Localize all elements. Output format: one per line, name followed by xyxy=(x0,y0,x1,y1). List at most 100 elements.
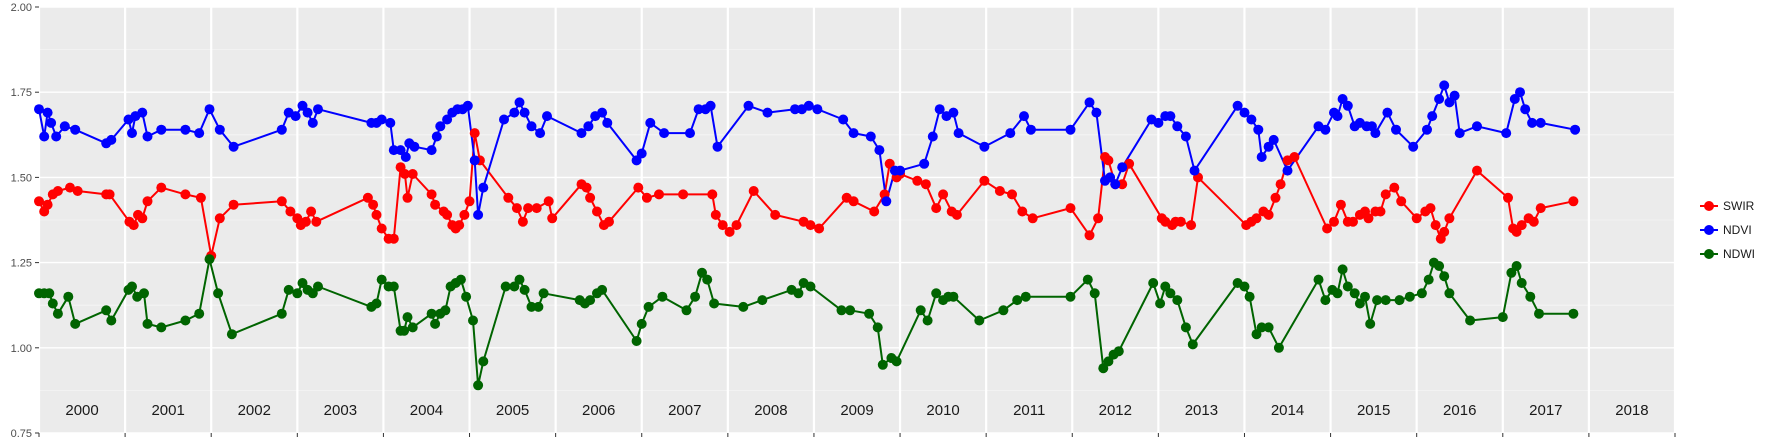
data-point-ndvi xyxy=(685,128,695,139)
data-point-swir xyxy=(388,233,399,244)
data-point-ndvi xyxy=(1439,80,1450,91)
data-point-ndvi xyxy=(576,128,587,139)
data-point-ndwi xyxy=(276,308,287,319)
data-point-ndwi xyxy=(526,301,537,312)
data-point-ndwi xyxy=(1020,291,1031,302)
data-point-ndwi xyxy=(1360,291,1370,302)
legend-label-ndvi: NDVI xyxy=(1723,223,1752,237)
data-point-ndwi xyxy=(213,288,224,299)
data-point-swir xyxy=(1375,206,1386,217)
data-point-ndwi xyxy=(948,291,959,302)
data-point-ndvi xyxy=(645,117,656,128)
data-point-ndvi xyxy=(535,128,546,139)
year-label: 2015 xyxy=(1357,402,1390,419)
data-point-ndvi xyxy=(1370,128,1381,139)
data-point-swir xyxy=(34,196,44,207)
data-point-ndwi xyxy=(461,291,472,302)
data-point-ndwi xyxy=(468,315,478,326)
data-point-ndwi xyxy=(376,274,387,285)
y-tick-label: 2.00 xyxy=(11,2,32,14)
data-point-ndwi xyxy=(388,281,399,292)
data-point-ndwi xyxy=(139,288,149,299)
data-point-ndwi xyxy=(180,315,191,326)
data-point-swir xyxy=(1084,230,1095,241)
data-point-ndwi xyxy=(194,308,205,319)
legend: SWIR NDVI NDWI xyxy=(1700,199,1755,261)
data-point-ndwi xyxy=(1180,322,1191,333)
data-point-ndwi xyxy=(1187,339,1198,350)
year-label: 2014 xyxy=(1271,402,1304,419)
data-point-ndwi xyxy=(509,281,520,292)
data-point-ndvi xyxy=(838,114,849,125)
data-point-swir xyxy=(920,179,931,190)
data-point-ndwi xyxy=(1534,308,1544,319)
data-point-swir xyxy=(770,209,781,220)
data-point-ndvi xyxy=(431,131,442,142)
data-point-swir xyxy=(65,182,75,193)
data-point-ndvi xyxy=(1263,141,1274,152)
data-point-ndwi xyxy=(478,356,489,367)
data-point-ndvi xyxy=(51,131,62,142)
data-point-swir xyxy=(707,189,718,200)
data-point-ndwi xyxy=(922,315,933,326)
data-point-ndwi xyxy=(399,325,410,336)
data-point-ndwi xyxy=(643,301,654,312)
data-point-swir xyxy=(654,189,664,200)
legend-label-swir: SWIR xyxy=(1723,199,1755,213)
data-point-ndvi xyxy=(1065,124,1076,135)
data-point-swir xyxy=(585,192,596,203)
data-point-swir xyxy=(104,189,115,200)
data-point-swir xyxy=(454,220,465,231)
data-point-ndvi xyxy=(895,165,906,176)
data-point-ndwi xyxy=(283,284,294,295)
data-point-ndvi xyxy=(1427,111,1438,122)
data-point-swir xyxy=(306,206,317,217)
data-point-ndwi xyxy=(407,322,418,333)
data-point-swir xyxy=(1270,192,1281,203)
data-point-ndvi xyxy=(1172,121,1183,132)
data-point-ndwi xyxy=(805,281,816,292)
data-point-swir xyxy=(951,209,962,220)
data-point-swir xyxy=(1439,226,1450,237)
data-point-ndvi xyxy=(204,104,215,115)
data-point-ndwi xyxy=(1239,281,1250,292)
data-point-ndvi xyxy=(1570,124,1581,135)
data-point-swir xyxy=(1472,165,1482,176)
data-point-swir xyxy=(1027,213,1038,224)
data-point-ndwi xyxy=(1434,261,1445,271)
data-point-ndwi xyxy=(1423,274,1434,285)
data-point-ndwi xyxy=(1098,363,1109,374)
data-point-swir xyxy=(814,223,825,234)
data-point-swir xyxy=(156,182,167,193)
data-point-swir xyxy=(748,186,759,196)
data-point-swir xyxy=(523,203,534,214)
data-point-ndvi xyxy=(1527,117,1538,128)
data-point-swir xyxy=(931,203,942,214)
data-point-ndwi xyxy=(1444,288,1455,299)
data-point-ndwi xyxy=(52,308,63,319)
data-point-ndvi xyxy=(426,145,437,156)
year-label: 2012 xyxy=(1099,402,1132,419)
data-point-swir xyxy=(1175,216,1186,227)
data-point-ndwi xyxy=(1082,274,1093,285)
data-point-ndvi xyxy=(1509,94,1520,104)
data-point-ndvi xyxy=(514,97,525,108)
data-point-ndwi xyxy=(1404,291,1415,302)
data-point-swir xyxy=(1117,179,1128,190)
data-point-ndwi xyxy=(292,288,303,299)
data-point-ndvi xyxy=(106,134,117,145)
data-point-ndvi xyxy=(1382,107,1393,118)
data-point-swir xyxy=(1363,213,1374,224)
y-tick-label: 0.75 xyxy=(11,428,32,440)
data-point-ndvi xyxy=(1256,152,1267,162)
data-point-ndvi xyxy=(979,141,990,152)
data-point-ndwi xyxy=(1372,295,1383,306)
data-point-ndvi xyxy=(194,128,205,139)
data-point-swir xyxy=(399,169,410,179)
data-point-ndvi xyxy=(180,124,191,135)
data-point-ndvi xyxy=(385,117,396,128)
data-point-swir xyxy=(543,196,554,207)
data-point-ndvi xyxy=(583,121,594,132)
data-point-ndwi xyxy=(500,281,511,292)
